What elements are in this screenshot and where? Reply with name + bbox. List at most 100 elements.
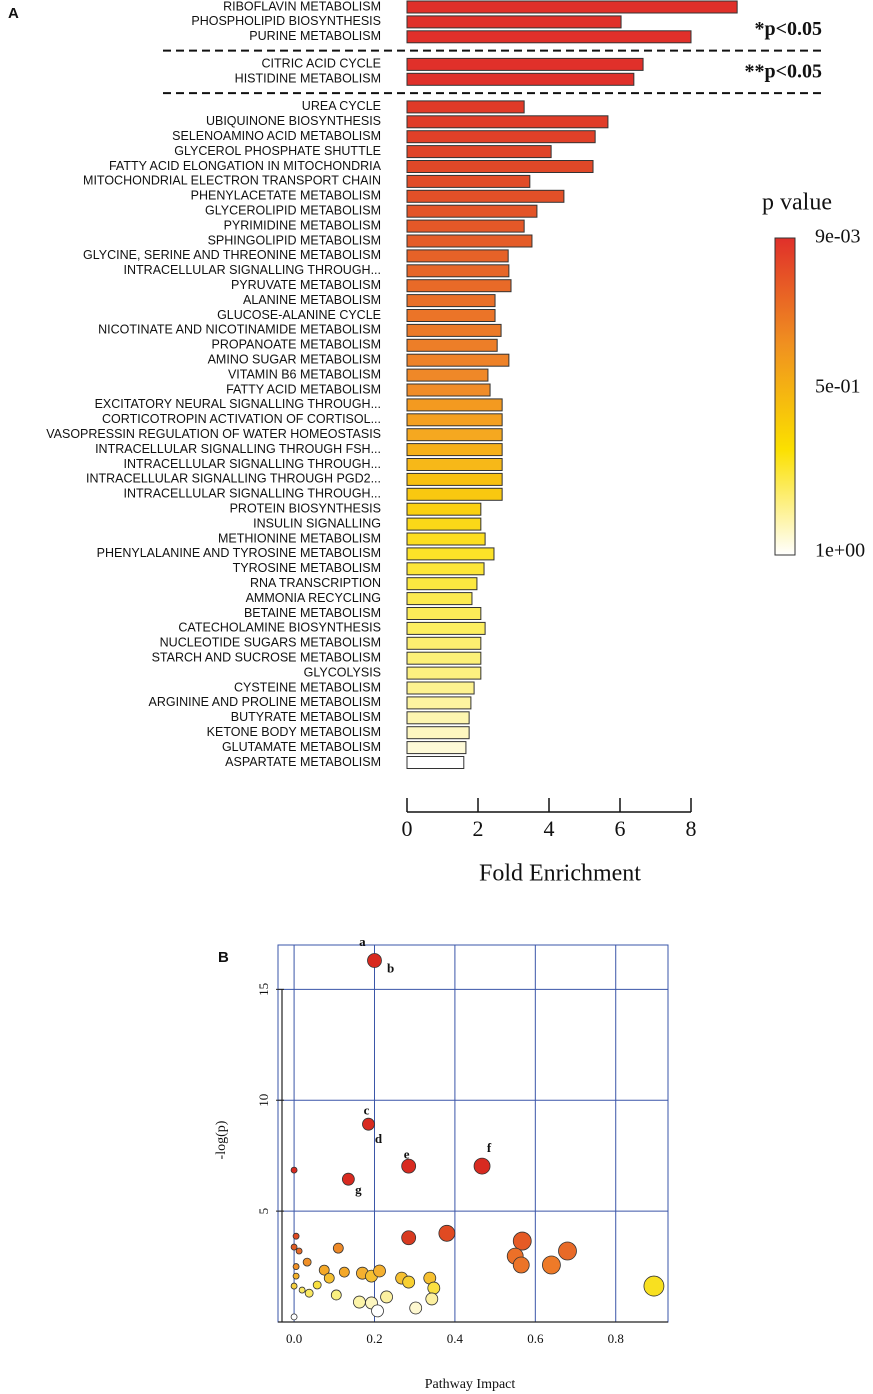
category-label: GLUTAMATE METABOLISM	[222, 740, 381, 754]
category-label: VITAMIN B6 METABOLISM	[228, 367, 381, 381]
category-label: CATECHOLAMINE BIOSYNTHESIS	[178, 621, 381, 635]
point	[380, 1290, 393, 1304]
category-label: ARGININE AND PROLINE METABOLISM	[149, 695, 381, 709]
point-annotation: f	[487, 1140, 492, 1155]
colorbar	[774, 237, 796, 556]
point	[292, 1272, 300, 1280]
x-tick-label: 0	[402, 816, 413, 841]
category-label: GLYCOLYSIS	[304, 665, 381, 679]
category-label: INTRACELLULAR SIGNALLING THROUGH...	[124, 263, 381, 277]
x-tick-label: 6	[615, 816, 626, 841]
category-label: PYRIMIDINE METABOLISM	[224, 218, 381, 232]
bar	[406, 15, 622, 29]
point	[402, 1275, 416, 1289]
bar	[406, 592, 473, 606]
category-label: ASPARTATE METABOLISM	[225, 755, 381, 769]
annotation: *p<0.05	[754, 18, 822, 40]
category-label: INTRACELLULAR SIGNALLING THROUGH...	[124, 487, 381, 501]
point	[298, 1286, 306, 1294]
point-annotation: d	[375, 1131, 383, 1146]
point	[353, 1295, 366, 1309]
bar	[406, 309, 496, 322]
bar	[406, 562, 485, 576]
category-label: EXCITATORY NEURAL SIGNALLING THROUGH...	[95, 397, 381, 411]
point	[290, 1166, 298, 1174]
x-tick-label: 0.6	[527, 1331, 544, 1346]
bar	[406, 383, 491, 397]
bar	[406, 294, 496, 308]
bar	[406, 532, 486, 546]
category-label: PYRUVATE METABOLISM	[231, 278, 381, 292]
bar	[406, 741, 467, 755]
bar	[406, 189, 565, 203]
category-label: FATTY ACID ELONGATION IN MITOCHONDRIA	[109, 159, 382, 173]
x-axis-label: Fold Enrichment	[479, 861, 641, 887]
category-label: METHIONINE METABOLISM	[218, 531, 381, 545]
point	[542, 1255, 561, 1275]
bar	[406, 636, 482, 650]
category-label: TYROSINE METABOLISM	[233, 561, 381, 575]
bar	[406, 279, 512, 293]
point	[512, 1231, 532, 1251]
category-label: CITRIC ACID CYCLE	[262, 57, 381, 71]
point	[367, 953, 382, 968]
bar	[406, 174, 531, 188]
bar	[406, 368, 489, 382]
bar	[406, 100, 525, 114]
point-annotation: g	[355, 1182, 362, 1197]
point	[371, 1304, 384, 1318]
x-tick-label: 0.8	[608, 1331, 624, 1346]
bar	[406, 502, 482, 516]
point	[362, 1117, 375, 1131]
point	[292, 1232, 300, 1240]
bar	[406, 428, 503, 442]
point	[401, 1158, 417, 1174]
bar	[406, 726, 470, 740]
point	[302, 1257, 312, 1267]
category-label: CYSTEINE METABOLISM	[234, 680, 381, 694]
bar	[406, 145, 552, 159]
x-tick-label: 4	[544, 816, 555, 841]
point	[338, 1266, 350, 1278]
bar	[406, 458, 503, 471]
bar	[406, 130, 596, 144]
bar	[406, 621, 486, 635]
x-tick-label: 0.4	[447, 1331, 464, 1346]
bar	[406, 711, 470, 725]
category-label: AMINO SUGAR METABOLISM	[208, 352, 381, 366]
point	[409, 1301, 423, 1315]
category-label: KETONE BODY METABOLISM	[207, 725, 381, 739]
x-tick-label: 2	[473, 816, 484, 841]
point	[373, 1264, 386, 1278]
category-label: MITOCHONDRIAL ELECTRON TRANSPORT CHAIN	[83, 174, 381, 188]
category-label: PHENYLALANINE AND TYROSINE METABOLISM	[97, 546, 381, 560]
category-label: UBIQUINONE BIOSYNTHESIS	[206, 114, 381, 128]
category-label: RNA TRANSCRIPTION	[250, 576, 381, 590]
category-label: GLYCEROLIPID METABOLISM	[205, 203, 381, 217]
category-label: INSULIN SIGNALLING	[253, 516, 381, 530]
category-label: RIBOFLAVIN METABOLISM	[223, 0, 381, 13]
point	[558, 1241, 577, 1261]
bar	[406, 413, 503, 427]
category-label: GLYCINE, SERINE AND THREONINE METABOLISM	[83, 248, 381, 262]
y-tick-label: 5	[256, 1208, 271, 1215]
point	[330, 1289, 342, 1301]
category-label: BUTYRATE METABOLISM	[231, 710, 381, 724]
bar	[406, 0, 738, 14]
point	[323, 1272, 335, 1284]
point-annotation: b	[387, 960, 394, 975]
point	[643, 1275, 665, 1297]
x-tick-label: 8	[686, 816, 697, 841]
bar	[406, 249, 509, 263]
point	[401, 1230, 417, 1246]
bar	[406, 443, 503, 457]
point	[304, 1288, 314, 1298]
point	[318, 1264, 330, 1276]
bar	[406, 72, 635, 86]
bar	[406, 517, 482, 531]
bar	[406, 57, 644, 71]
panel-label: B	[218, 949, 229, 966]
point	[427, 1281, 441, 1295]
x-tick-label: 0.2	[366, 1331, 382, 1346]
